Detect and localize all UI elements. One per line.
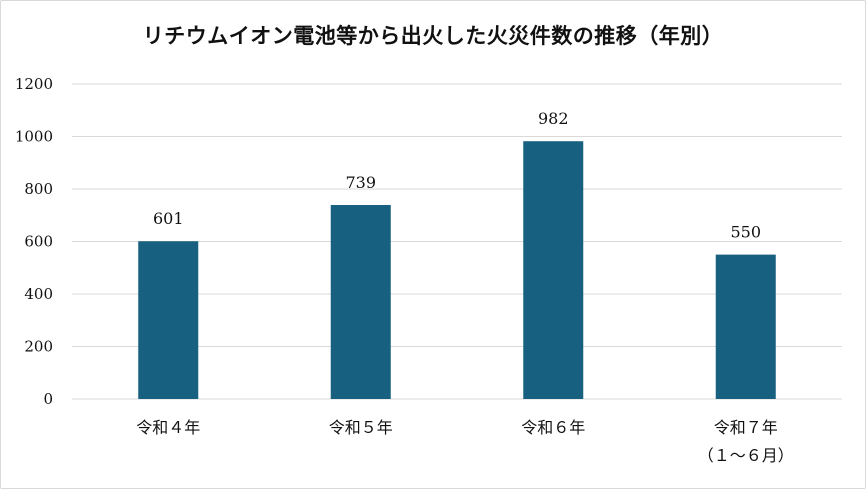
category-label-4-line-2: （１～６月） xyxy=(698,446,794,465)
data-label-3: 982 xyxy=(538,109,569,128)
x-axis-categories: 令和４年 令和５年 令和６年 令和７年 （１～６月） xyxy=(136,418,794,465)
category-label-2: 令和５年 xyxy=(329,418,393,437)
gridlines xyxy=(72,83,842,400)
category-label-4: 令和７年 xyxy=(714,418,778,437)
data-label-4: 550 xyxy=(730,223,761,242)
category-label-1: 令和４年 xyxy=(136,418,200,437)
data-label-2: 739 xyxy=(345,173,376,192)
y-tick-label: 1000 xyxy=(15,128,53,146)
bar-3 xyxy=(523,141,584,399)
y-tick-label: 1200 xyxy=(15,75,53,93)
bar-1 xyxy=(138,241,199,399)
y-tick-label: 400 xyxy=(24,285,53,303)
data-labels: 601 739 982 550 xyxy=(153,109,761,241)
y-tick-label: 0 xyxy=(43,390,53,408)
bar-4 xyxy=(715,254,776,399)
bars xyxy=(138,141,776,399)
chart-title: リチウムイオン電池等から出火した火災件数の推移（年別） xyxy=(142,23,724,48)
y-tick-label: 200 xyxy=(24,338,53,356)
y-tick-label: 600 xyxy=(24,233,53,251)
data-label-1: 601 xyxy=(153,209,184,228)
category-label-3: 令和６年 xyxy=(521,418,585,437)
bar-2 xyxy=(330,205,391,399)
y-tick-label: 800 xyxy=(24,180,53,198)
y-axis-ticks: 0 200 400 600 800 1000 1200 xyxy=(15,75,53,408)
